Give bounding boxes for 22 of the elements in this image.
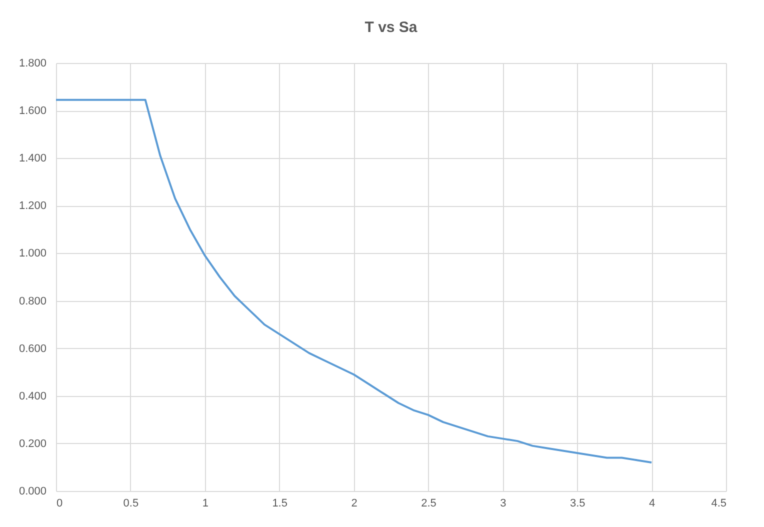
x-tick-label: 0.5	[123, 498, 139, 510]
x-tick-label: 3.5	[570, 498, 586, 510]
x-tick-label: 1	[202, 498, 208, 510]
y-tick-label: 0.400	[18, 390, 46, 402]
y-tick-label: 1.400	[18, 152, 46, 165]
chart-title: T vs Sa	[364, 19, 418, 36]
x-tick-label: 0	[56, 498, 63, 510]
y-tick-label: 0.200	[18, 438, 46, 450]
x-tick-label: 4	[648, 498, 656, 510]
y-tick-label: 0.600	[18, 342, 46, 355]
y-tick-label: 1.000	[18, 248, 46, 260]
x-tick-label: 3	[500, 498, 506, 510]
line-series	[55, 98, 653, 464]
y-tick-label: 0.000	[18, 486, 46, 498]
x-tick-label: 2.5	[421, 498, 436, 510]
x-tick-label: 4.5	[711, 498, 726, 510]
x-tick-label: 2	[351, 498, 358, 510]
y-tick-label: 0.800	[18, 295, 46, 308]
y-tick-label: 1.200	[18, 200, 46, 212]
y-tick-label: 1.800	[18, 58, 46, 70]
y-tick-label: 1.600	[18, 105, 46, 118]
x-tick-label: 1.5	[272, 498, 288, 510]
